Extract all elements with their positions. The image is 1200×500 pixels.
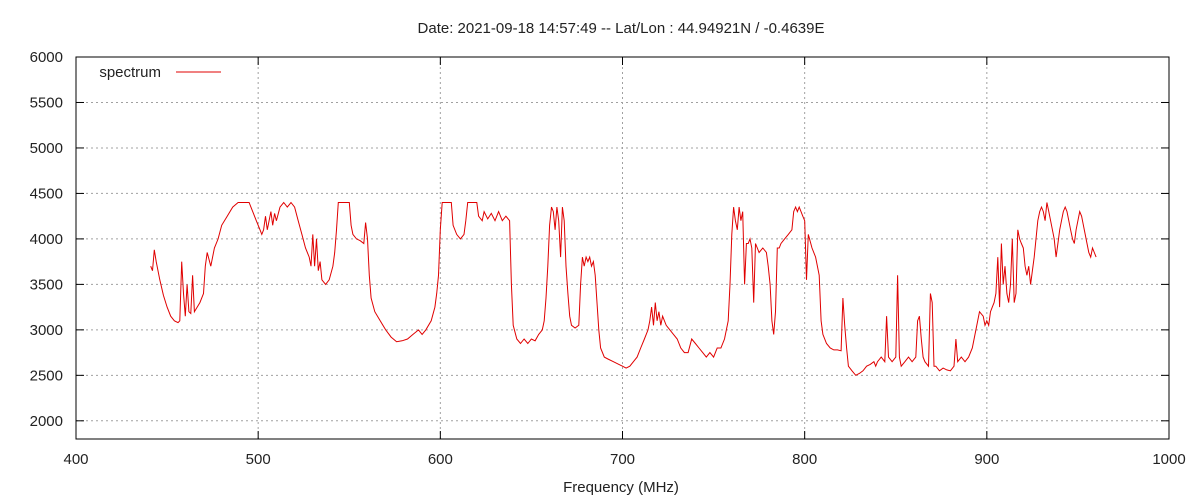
y-tick-label: 3500 bbox=[30, 276, 63, 293]
x-tick-label: 500 bbox=[246, 451, 271, 468]
y-tick-label: 4500 bbox=[30, 185, 63, 202]
plot-frame bbox=[75, 56, 1170, 440]
y-tick-label: 3000 bbox=[30, 322, 63, 339]
x-tick-label: 900 bbox=[974, 451, 999, 468]
y-tick-label: 4000 bbox=[30, 231, 63, 248]
x-tick-label: 800 bbox=[792, 451, 817, 468]
chart-title: Date: 2021-09-18 14:57:49 -- Lat/Lon : 4… bbox=[418, 20, 825, 37]
y-tick-labels: 2000 2500 3000 3500 4000 4500 5000 5500 6000 bbox=[30, 49, 63, 430]
y-tick-label: 5000 bbox=[30, 140, 63, 157]
legend-label: spectrum bbox=[99, 64, 161, 81]
legend: spectrum bbox=[99, 64, 221, 81]
x-axis-label: Frequency (MHz) bbox=[563, 479, 679, 496]
grid-lines bbox=[76, 57, 1169, 439]
y-tick-label: 6000 bbox=[30, 49, 63, 66]
x-tick-labels: 400 500 600 700 800 900 1000 bbox=[63, 451, 1185, 468]
y-tick-label: 5500 bbox=[30, 94, 63, 111]
x-tick-label: 600 bbox=[428, 451, 453, 468]
y-tick-label: 2000 bbox=[30, 413, 63, 430]
series-layer bbox=[150, 201, 1097, 376]
x-tick-label: 700 bbox=[610, 451, 635, 468]
x-tick-label: 400 bbox=[63, 451, 88, 468]
series-line-spectrum bbox=[150, 201, 1097, 376]
y-tick-label: 2500 bbox=[30, 367, 63, 384]
x-tick-label: 1000 bbox=[1152, 451, 1185, 468]
